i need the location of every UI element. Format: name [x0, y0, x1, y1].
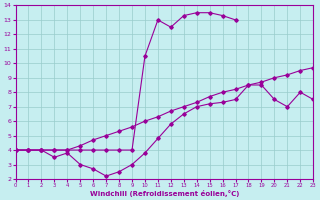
X-axis label: Windchill (Refroidissement éolien,°C): Windchill (Refroidissement éolien,°C)	[90, 190, 239, 197]
